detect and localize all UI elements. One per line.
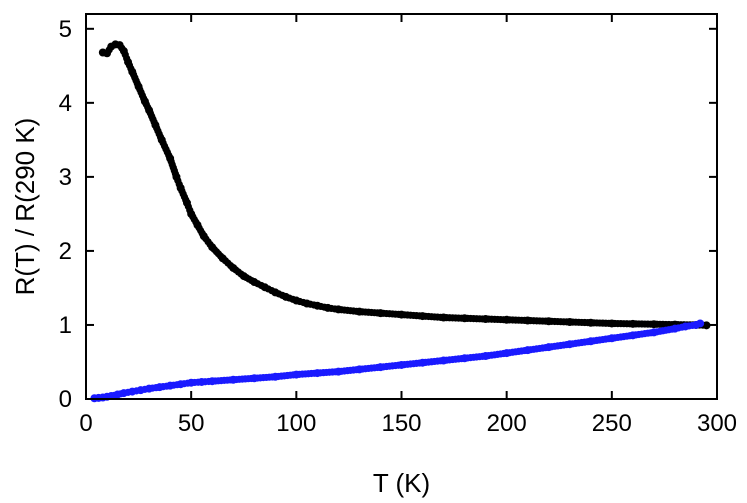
x-tick-label: 300 xyxy=(697,410,737,437)
x-tick-label: 100 xyxy=(276,410,316,437)
y-axis: 0 1 2 3 4 5 xyxy=(59,16,717,413)
y-tick-label: 2 xyxy=(59,238,72,265)
x-axis-label: T (K) xyxy=(373,468,430,498)
data-points xyxy=(90,40,711,403)
y-tick-label: 0 xyxy=(59,386,72,413)
plot-frame xyxy=(85,13,718,400)
series-0-point xyxy=(702,321,711,330)
y-tick-label: 4 xyxy=(59,90,72,117)
y-tick-label: 5 xyxy=(59,16,72,43)
y-tick-label: 1 xyxy=(59,312,72,339)
x-tick-label: 200 xyxy=(487,410,527,437)
x-axis: 0 50 100 150 200 250 300 xyxy=(79,14,737,437)
y-tick-label: 3 xyxy=(59,164,72,191)
x-tick-label: 150 xyxy=(381,410,421,437)
x-tick-label: 250 xyxy=(592,410,632,437)
y-axis-label: R(T) / R(290 K) xyxy=(10,118,40,296)
x-tick-label: 50 xyxy=(178,410,205,437)
x-tick-label: 0 xyxy=(79,410,92,437)
series-1-point xyxy=(696,319,705,328)
